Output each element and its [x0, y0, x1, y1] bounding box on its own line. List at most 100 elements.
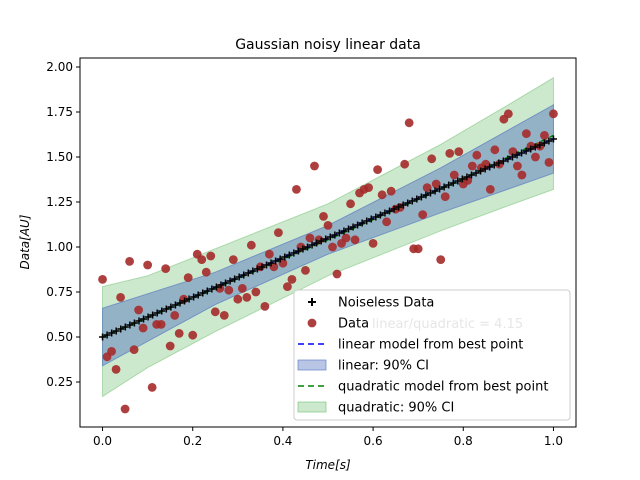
legend-label: linear model from best point [338, 338, 523, 353]
y-tick-label: 1.75 [46, 105, 73, 119]
data-point [332, 269, 342, 279]
noiseless-marker [404, 199, 412, 207]
noiseless-marker [335, 229, 343, 237]
legend-quadratic-ci-swatch [297, 401, 327, 413]
data-point [120, 404, 130, 414]
noiseless-marker [117, 325, 125, 333]
noiseless-marker [212, 283, 220, 291]
noiseless-marker [376, 211, 384, 219]
data-point [319, 212, 328, 221]
data-point [287, 275, 297, 284]
y-tick-label: 0.50 [46, 330, 73, 344]
noiseless-marker [130, 319, 138, 327]
data-point [147, 383, 157, 392]
data-point [373, 165, 382, 175]
data-point [98, 275, 107, 284]
data-point [328, 242, 337, 252]
noiseless-marker [181, 297, 189, 305]
data-point [246, 240, 256, 250]
data-point [125, 257, 134, 266]
data-point [161, 264, 171, 273]
data-point [301, 266, 310, 275]
noiseless-marker [308, 241, 316, 249]
noiseless-marker [158, 307, 166, 315]
noiseless-marker [481, 165, 489, 173]
data-point [413, 244, 423, 254]
noiseless-marker [103, 331, 111, 339]
data-point [242, 293, 252, 302]
noiseless-marker [426, 189, 434, 197]
data-point [382, 217, 392, 227]
data-point [472, 150, 482, 160]
x-tick-label: 0.2 [183, 434, 202, 448]
noiseless-marker [513, 151, 521, 159]
data-point [418, 210, 428, 220]
chart-title: Gaussian noisy linear data [235, 37, 421, 53]
x-axis-label: Time[s] [305, 458, 351, 472]
noiseless-marker [244, 269, 252, 277]
data-point [210, 307, 220, 317]
noiseless-marker [367, 215, 375, 223]
noiseless-marker [408, 197, 416, 205]
noiseless-marker [153, 309, 161, 317]
noiseless-marker [253, 265, 261, 273]
noiseless-marker [149, 311, 157, 319]
noiseless-marker [258, 263, 266, 271]
noiseless-marker [413, 195, 421, 203]
data-point [206, 251, 216, 261]
legend: Noiseless Data Data linear model from best… [293, 289, 571, 421]
data-point [228, 255, 238, 264]
data-point [512, 161, 522, 171]
data-point [251, 287, 261, 297]
data-point [134, 305, 144, 315]
noiseless-marker [281, 253, 289, 261]
y-axis-ticks: 0.25 0.50 0.75 1.00 1.25 1.50 1.75 2.00 [46, 60, 80, 389]
x-axis-ticks: 0.0 0.2 0.4 0.6 0.8 1.0 [93, 427, 563, 448]
noiseless-marker [112, 327, 120, 335]
noiseless-marker [522, 147, 530, 155]
noiseless-marker [313, 239, 321, 247]
noiseless-marker [267, 259, 275, 267]
noiseless-marker [304, 243, 312, 251]
data-point [427, 154, 437, 164]
noiseless-marker [372, 213, 380, 221]
data-point [174, 329, 184, 338]
data-point [129, 345, 139, 354]
noiseless-marker [263, 261, 271, 269]
noiseless-marker [203, 287, 211, 295]
noiseless-marker [385, 207, 393, 215]
legend-label: Noiseless Data [338, 296, 434, 311]
data-point [107, 347, 116, 356]
noiseless-marker [199, 289, 207, 297]
noiseless-marker [549, 135, 557, 143]
data-point [156, 320, 166, 329]
data-point [503, 109, 513, 119]
data-point [431, 179, 441, 189]
data-point [346, 199, 355, 209]
noiseless-marker [317, 237, 325, 245]
data-point [260, 302, 270, 311]
data-point [531, 152, 540, 162]
noiseless-marker [490, 161, 498, 169]
noiseless-marker [290, 249, 298, 257]
y-tick-label: 1.00 [46, 240, 73, 254]
x-tick-label: 0.8 [454, 434, 473, 448]
noiseless-marker [458, 175, 466, 183]
data-point [445, 149, 455, 158]
data-point [183, 273, 193, 282]
data-point [549, 109, 558, 119]
data-point [283, 282, 292, 291]
noiseless-marker [340, 227, 348, 235]
data-point [215, 284, 225, 293]
data-point [116, 293, 125, 302]
noiseless-marker [486, 163, 494, 171]
noiseless-marker [121, 323, 129, 331]
data-point [111, 365, 121, 374]
data-point [400, 159, 410, 169]
noiseless-marker [285, 251, 293, 259]
ratio-annotation: linear/quadratic = 4.15 [372, 317, 523, 332]
noiseless-marker [194, 291, 202, 299]
noiseless-marker [540, 139, 548, 147]
data-point [422, 183, 432, 193]
noiseless-marker [190, 293, 198, 301]
